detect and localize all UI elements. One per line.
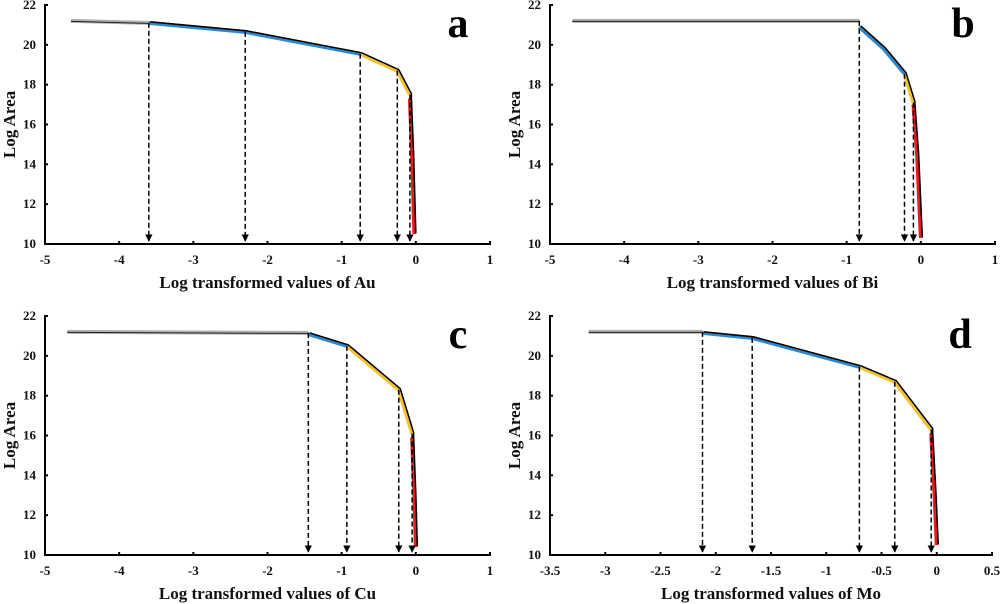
data-series-segment (857, 25, 907, 75)
x-tick-label: -5 (40, 252, 51, 267)
x-tick-label: -3 (600, 563, 611, 578)
x-axis-label: Log transformed values of Mo (661, 584, 881, 603)
data-series-segment (359, 51, 412, 96)
x-axis-label: Log transformed values of Bi (667, 273, 879, 292)
x-axis-label: Log transformed values of Cu (159, 584, 376, 603)
y-tick-label: 12 (23, 196, 36, 211)
data-series-segment (702, 330, 860, 369)
y-axis-label: Log Area (505, 401, 524, 469)
data-series-segment (345, 344, 415, 435)
y-tick-label: 16 (23, 428, 37, 443)
fitted-line-flat (70, 20, 149, 24)
x-tick-label: -2.5 (650, 563, 671, 578)
data-series-segment (407, 98, 417, 235)
x-tick-label: 0 (934, 563, 941, 578)
fitted-line (150, 21, 417, 234)
data-series-segment (911, 104, 923, 239)
y-tick-label: 14 (528, 156, 542, 171)
panel-a: -5 -4 -3 -2 -1 0 1 10 12 14 16 18 20 22 Log transforme… (0, 0, 493, 292)
x-tick-label: -1 (821, 563, 832, 578)
panel-letter: d (948, 312, 971, 358)
y-tick-label: 16 (528, 117, 542, 132)
x-tick-label: -5 (545, 252, 556, 267)
x-tick-label: -1 (336, 252, 347, 267)
y-tick-label: 10 (23, 236, 36, 251)
y-tick-label: 12 (528, 196, 541, 211)
panel-letter: a (448, 1, 469, 47)
x-tick-label: -2 (767, 252, 778, 267)
x-tick-label: 0.5 (984, 563, 1000, 578)
y-tick-label: 16 (528, 428, 542, 443)
x-tick-label: -3 (188, 252, 199, 267)
y-tick-label: 22 (528, 308, 541, 323)
x-tick-label: 1 (992, 252, 999, 267)
fitted-line-flat (67, 331, 309, 334)
fitted-line (860, 25, 924, 238)
x-tick-label: -2 (710, 563, 721, 578)
fitted-line (309, 332, 419, 547)
data-series-segment (929, 433, 939, 546)
y-axis-label: Log Area (505, 90, 524, 158)
x-tick-label: -3 (188, 563, 199, 578)
x-tick-label: 0 (413, 252, 420, 267)
y-tick-label: 12 (23, 507, 36, 522)
panel-c: -5 -4 -3 -2 -1 0 1 10 12 14 16 18 20 22 Log transforme… (0, 308, 493, 603)
y-tick-label: 22 (23, 0, 36, 12)
x-tick-label: -1.5 (761, 563, 782, 578)
x-tick-label: -2 (262, 563, 273, 578)
y-tick-label: 18 (23, 77, 37, 92)
y-tick-label: 10 (528, 547, 541, 562)
x-tick-label: -3.5 (540, 563, 561, 578)
x-tick-label: -4 (114, 563, 125, 578)
y-tick-label: 20 (23, 348, 36, 363)
y-tick-label: 18 (23, 388, 37, 403)
y-tick-label: 22 (23, 308, 36, 323)
data-series-segment (902, 73, 916, 104)
y-axis-label: Log Area (0, 401, 19, 469)
x-tick-label: -0.5 (871, 563, 892, 578)
x-tick-label: 0 (918, 252, 925, 267)
y-tick-label: 20 (528, 37, 541, 52)
y-tick-label: 22 (528, 0, 541, 12)
x-tick-label: 1 (487, 563, 494, 578)
x-tick-label: -4 (619, 252, 630, 267)
y-tick-label: 18 (528, 77, 542, 92)
x-tick-label: -1 (336, 563, 347, 578)
y-tick-label: 12 (528, 507, 541, 522)
data-series-segment (307, 332, 348, 348)
fitted-line (703, 331, 939, 545)
x-tick-label: 1 (487, 252, 494, 267)
panel-letter: b (951, 1, 974, 47)
y-tick-label: 16 (23, 117, 37, 132)
y-tick-label: 20 (528, 348, 541, 363)
y-tick-label: 14 (528, 467, 542, 482)
y-tick-label: 14 (23, 156, 37, 171)
y-tick-label: 18 (528, 388, 542, 403)
x-tick-label: 0 (413, 563, 420, 578)
panel-d: -3.5 -3 -2.5 -2 -1.5 -1 -0.5 0 0.5 10 12 14 16 18 20 22… (505, 308, 1000, 603)
y-tick-label: 10 (528, 236, 541, 251)
y-axis-label: Log Area (0, 90, 19, 158)
x-axis-label: Log transformed values of Au (159, 273, 375, 292)
data-series-segment (148, 20, 361, 56)
x-tick-label: -3 (693, 252, 704, 267)
panel-letter: c (449, 312, 468, 358)
panel-b: -5 -4 -3 -2 -1 0 1 10 12 14 16 18 20 22 Log transforme… (505, 0, 998, 292)
x-tick-label: -1 (841, 252, 852, 267)
y-tick-label: 14 (23, 467, 37, 482)
y-tick-label: 10 (23, 547, 36, 562)
x-tick-label: -2 (262, 252, 273, 267)
x-tick-label: -4 (114, 252, 125, 267)
data-series-segment (410, 437, 418, 548)
y-tick-label: 20 (23, 37, 36, 52)
x-tick-label: -5 (40, 563, 51, 578)
